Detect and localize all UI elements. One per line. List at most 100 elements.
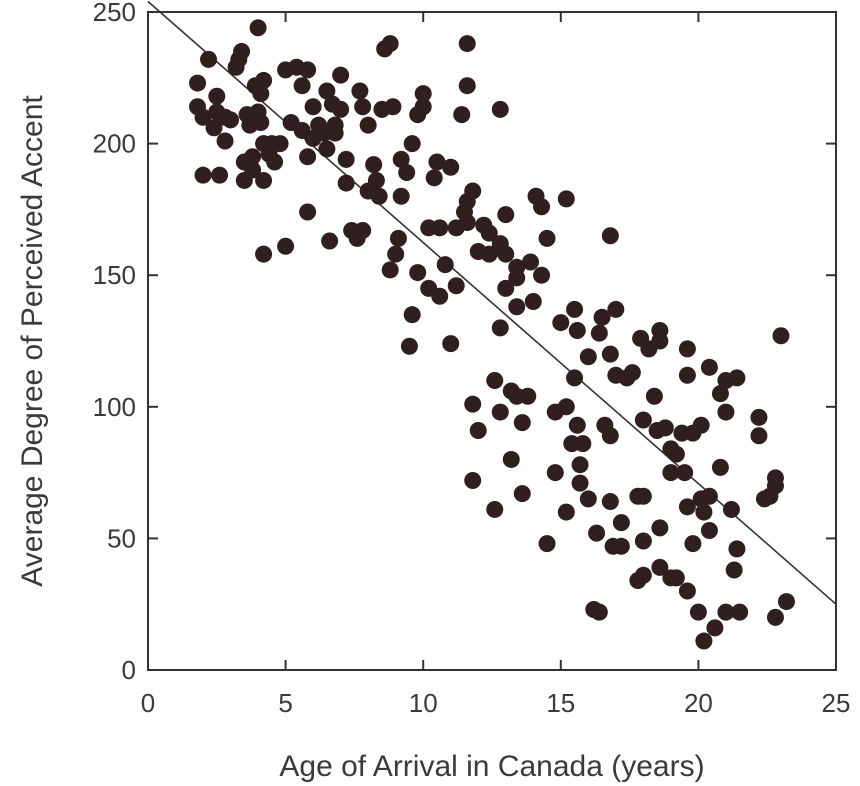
data-point bbox=[233, 42, 251, 60]
data-point bbox=[431, 287, 449, 305]
data-point bbox=[524, 293, 542, 311]
x-axis-ticks: 0 5 10 15 20 25 bbox=[141, 12, 851, 718]
data-point bbox=[634, 566, 652, 584]
data-point bbox=[464, 395, 482, 413]
data-point bbox=[750, 408, 768, 426]
data-point bbox=[612, 537, 630, 555]
data-point bbox=[252, 85, 270, 103]
data-point bbox=[588, 524, 606, 542]
data-point bbox=[717, 603, 735, 621]
data-point bbox=[497, 245, 515, 263]
data-point bbox=[194, 166, 212, 184]
data-point bbox=[321, 232, 339, 250]
data-point bbox=[662, 464, 680, 482]
data-point bbox=[684, 535, 702, 553]
data-point bbox=[255, 171, 273, 189]
data-point bbox=[546, 464, 564, 482]
data-point bbox=[486, 371, 504, 389]
x-tick-label: 25 bbox=[822, 688, 851, 718]
data-point bbox=[222, 111, 240, 129]
data-point bbox=[244, 161, 262, 179]
regression-line bbox=[147, 0, 837, 605]
data-point bbox=[255, 71, 273, 89]
data-point bbox=[365, 156, 383, 174]
data-point bbox=[200, 50, 218, 68]
data-point bbox=[695, 503, 713, 521]
data-point bbox=[464, 182, 482, 200]
data-point bbox=[337, 174, 355, 192]
data-point bbox=[266, 153, 284, 171]
data-point bbox=[244, 148, 262, 166]
data-point bbox=[299, 61, 317, 79]
data-point bbox=[255, 245, 273, 263]
data-point bbox=[568, 416, 586, 434]
data-point bbox=[299, 148, 317, 166]
data-point bbox=[381, 261, 399, 279]
data-point bbox=[711, 458, 729, 476]
data-point bbox=[392, 187, 410, 205]
data-point bbox=[414, 98, 432, 116]
data-point bbox=[725, 561, 743, 579]
data-point bbox=[678, 366, 696, 384]
data-point bbox=[634, 532, 652, 550]
data-point bbox=[491, 100, 509, 118]
data-point bbox=[252, 114, 270, 132]
data-point bbox=[700, 487, 718, 505]
data-point bbox=[777, 593, 795, 611]
data-point bbox=[332, 100, 350, 118]
data-point bbox=[351, 82, 369, 100]
data-point bbox=[414, 85, 432, 103]
data-point bbox=[533, 198, 551, 216]
data-point bbox=[676, 464, 694, 482]
data-point bbox=[538, 229, 556, 247]
data-point bbox=[750, 427, 768, 445]
data-point bbox=[678, 498, 696, 516]
data-point bbox=[579, 348, 597, 366]
data-point bbox=[381, 35, 399, 53]
data-point bbox=[728, 540, 746, 558]
data-point bbox=[497, 279, 515, 297]
data-point bbox=[249, 19, 267, 37]
data-point bbox=[601, 345, 619, 363]
data-point bbox=[689, 603, 707, 621]
data-point bbox=[497, 206, 515, 224]
y-tick-label: 100 bbox=[93, 392, 136, 422]
data-point bbox=[568, 321, 586, 339]
data-point bbox=[447, 277, 465, 295]
data-point bbox=[571, 474, 589, 492]
plot-frame bbox=[147, 11, 837, 671]
data-point bbox=[277, 237, 295, 255]
data-point bbox=[522, 253, 540, 271]
data-point bbox=[354, 221, 372, 239]
data-point bbox=[533, 266, 551, 284]
data-point bbox=[464, 471, 482, 489]
data-point bbox=[318, 140, 336, 158]
y-axis-title: Average Degree of Perceived Accent bbox=[16, 95, 49, 587]
data-point bbox=[728, 369, 746, 387]
y-tick-label: 50 bbox=[107, 523, 136, 553]
data-point bbox=[667, 445, 685, 463]
y-axis-ticks: 0 50 100 150 200 250 bbox=[93, 0, 836, 685]
data-point bbox=[458, 77, 476, 95]
data-point bbox=[318, 82, 336, 100]
data-point bbox=[491, 319, 509, 337]
data-point bbox=[389, 229, 407, 247]
data-point bbox=[656, 419, 674, 437]
data-point bbox=[566, 300, 584, 318]
data-point bbox=[208, 87, 226, 105]
data-point bbox=[392, 150, 410, 168]
data-point bbox=[354, 98, 372, 116]
data-point bbox=[574, 435, 592, 453]
data-point bbox=[367, 171, 385, 189]
data-point bbox=[428, 153, 446, 171]
data-point bbox=[508, 298, 526, 316]
data-point bbox=[502, 450, 520, 468]
data-point bbox=[337, 150, 355, 168]
data-point bbox=[772, 327, 790, 345]
data-point bbox=[436, 256, 454, 274]
data-point bbox=[304, 98, 322, 116]
data-point bbox=[205, 119, 223, 137]
data-point bbox=[645, 387, 663, 405]
data-point bbox=[384, 98, 402, 116]
data-point bbox=[513, 414, 531, 432]
